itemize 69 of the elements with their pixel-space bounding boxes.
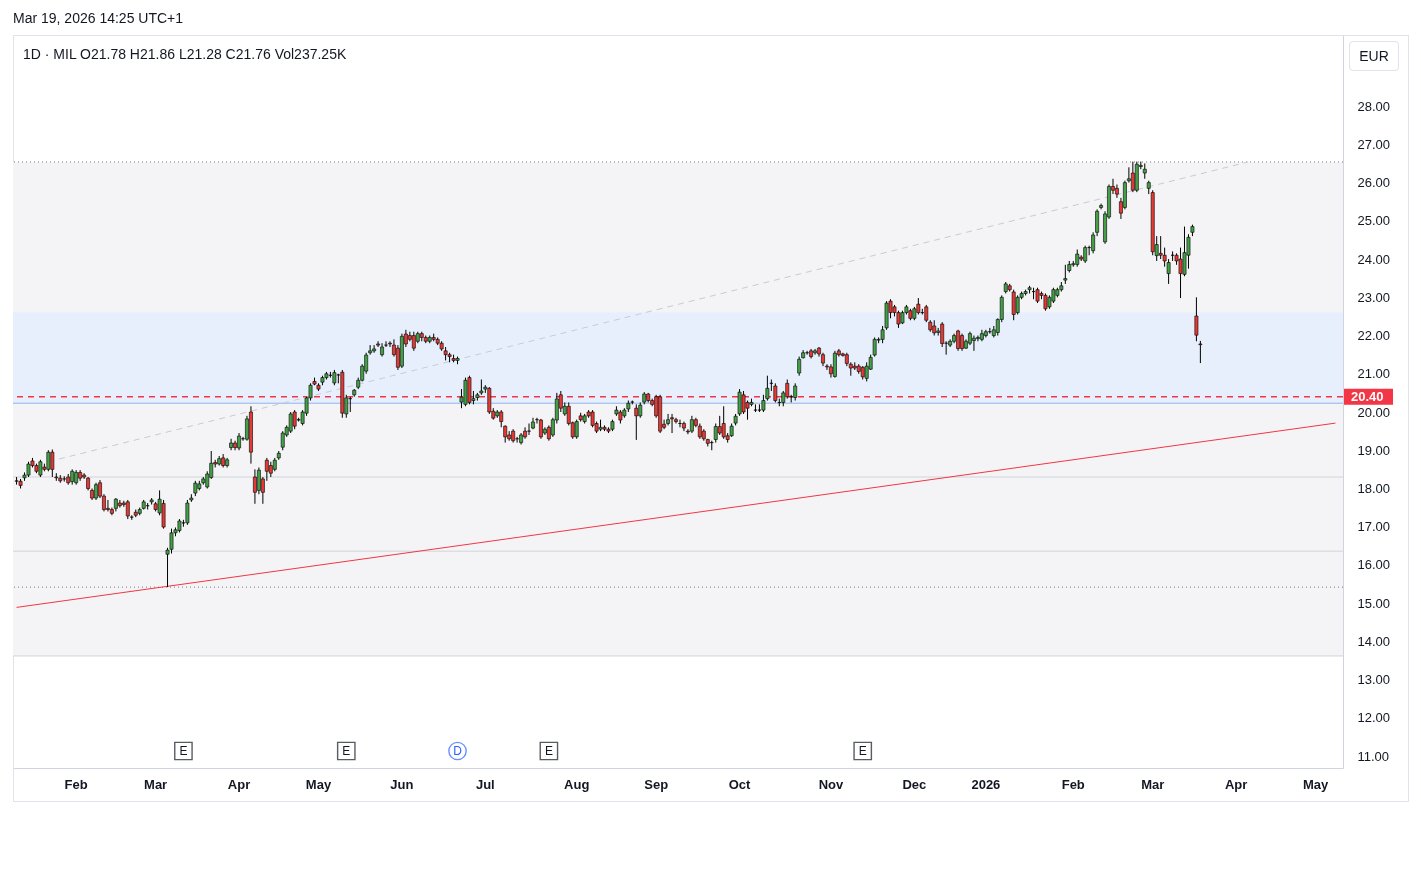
x-tick-label: May [1302, 776, 1329, 792]
candlestick [833, 350, 837, 379]
candlestick [253, 468, 257, 505]
x-tick-label: 2026 [971, 776, 1001, 792]
y-tick-label: 17.00 [1357, 519, 1391, 535]
candlestick [117, 499, 122, 509]
annotation: E [342, 744, 351, 758]
candlestick [1130, 161, 1135, 193]
x-tick-label: Dec [902, 776, 927, 792]
y-tick-label: 18.00 [1357, 480, 1391, 496]
y-tick-label: 20.00 [1357, 404, 1391, 420]
candlestick [292, 409, 297, 430]
annotation: E [544, 744, 553, 758]
x-tick-label: Sep [644, 776, 669, 792]
candlestick [229, 438, 233, 451]
candlestick [670, 413, 674, 434]
x-tick-label: Apr [1224, 776, 1248, 792]
x-tick-label: Nov [818, 776, 844, 792]
x-tick-label: Feb [1061, 776, 1085, 792]
candlestick [972, 335, 976, 352]
candlestick [678, 419, 682, 428]
y-tick-label: 22.00 [1357, 328, 1391, 344]
candlestick [50, 448, 55, 478]
candlestick [721, 405, 726, 440]
candlestick [1015, 294, 1020, 316]
x-tick-label: Mar [1141, 776, 1165, 792]
y-tick-label: 16.00 [1357, 557, 1391, 573]
ref-line-label: 20.40 [1351, 388, 1384, 404]
text: Mar 19, 2026 14:25 UTC+1 [13, 10, 184, 26]
candlestick [813, 348, 817, 356]
y-tick-label: 23.00 [1357, 289, 1391, 305]
x-tick-label: Apr [227, 776, 251, 792]
y-tick-label: 28.00 [1357, 98, 1391, 114]
y-tick-label: 12.00 [1357, 710, 1391, 726]
y-tick-label: 14.00 [1357, 633, 1391, 649]
y-tick-label: 24.00 [1357, 251, 1391, 267]
x-tick-label: Jun [390, 776, 414, 792]
y-tick-label: 11.00 [1357, 748, 1390, 764]
x-tick-label: May [305, 776, 332, 792]
candlestick [1194, 296, 1199, 342]
y-tick-label: 25.00 [1357, 213, 1391, 229]
y-tick-label: 13.00 [1357, 672, 1391, 688]
candlestick [185, 499, 190, 526]
text: EUR [1349, 41, 1399, 71]
candlestick [527, 422, 531, 436]
x-tick-label: Mar [144, 776, 168, 792]
candlestick [372, 344, 376, 354]
x-tick-label: Oct [728, 776, 752, 792]
candlestick [46, 449, 51, 472]
candlestick [717, 415, 722, 436]
candlestick [288, 411, 293, 434]
x-tick-label: Jul [475, 776, 495, 792]
candlestick [1063, 264, 1068, 285]
y-tick-label: 26.00 [1357, 175, 1391, 191]
annotation: E [179, 744, 188, 758]
candlestick [106, 499, 110, 512]
annotation: E [858, 744, 867, 758]
candlestick [1198, 340, 1203, 364]
y-tick-label: 27.00 [1357, 136, 1391, 152]
candlestick [539, 418, 543, 440]
y-tick-label: 21.00 [1357, 366, 1391, 382]
candlestick [797, 356, 802, 377]
y-tick-label: 15.00 [1357, 595, 1391, 611]
text: 1D · MIL O21.78 H21.86 L21.28 C21.76 Vol237.25K [23, 46, 347, 62]
candlestick [773, 382, 778, 403]
y-tick-label: 19.00 [1357, 442, 1391, 458]
x-tick-label: Aug [564, 776, 590, 792]
x-tick-label: Feb [64, 776, 88, 792]
annotation: D [453, 744, 463, 758]
